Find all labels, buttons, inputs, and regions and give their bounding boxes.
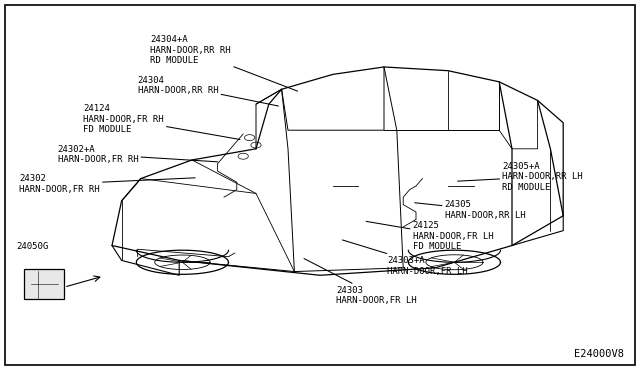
- Text: 24125
HARN-DOOR,FR LH
FD MODULE: 24125 HARN-DOOR,FR LH FD MODULE: [366, 221, 493, 251]
- Text: 24302
HARN-DOOR,FR RH: 24302 HARN-DOOR,FR RH: [19, 174, 195, 194]
- Bar: [24, 269, 64, 299]
- Text: 24303
HARN-DOOR,FR LH: 24303 HARN-DOOR,FR LH: [304, 259, 417, 305]
- Text: E24000V8: E24000V8: [574, 349, 624, 359]
- Text: 24124
HARN-DOOR,FR RH
FD MODULE: 24124 HARN-DOOR,FR RH FD MODULE: [83, 104, 240, 140]
- Text: 24305
HARN-DOOR,RR LH: 24305 HARN-DOOR,RR LH: [415, 201, 525, 220]
- Text: 24050G: 24050G: [16, 242, 48, 251]
- Text: 24303+A
HARN-DOOR,FR LH: 24303+A HARN-DOOR,FR LH: [342, 240, 468, 276]
- Text: 24302+A
HARN-DOOR,FR RH: 24302+A HARN-DOOR,FR RH: [58, 145, 218, 164]
- Text: 24304
HARN-DOOR,RR RH: 24304 HARN-DOOR,RR RH: [138, 76, 278, 106]
- Text: 24304+A
HARN-DOOR,RR RH
RD MODULE: 24304+A HARN-DOOR,RR RH RD MODULE: [150, 35, 298, 91]
- Text: 24305+A
HARN-DOOR,RR LH
RD MODULE: 24305+A HARN-DOOR,RR LH RD MODULE: [458, 162, 583, 192]
